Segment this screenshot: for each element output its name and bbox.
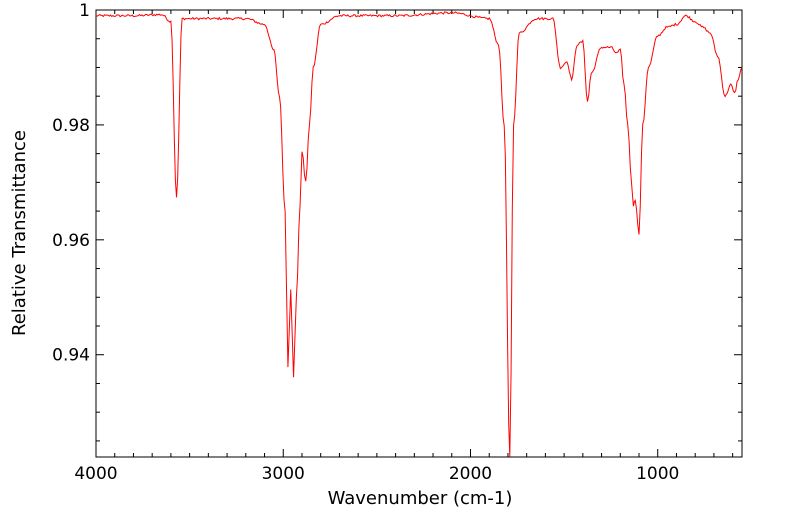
y-tick-label: 1 bbox=[79, 1, 90, 21]
axis-tick-labels: 4000 3000 2000 1000 1 0.98 0.96 0.94 bbox=[52, 1, 679, 484]
y-tick-label: 0.94 bbox=[52, 346, 90, 366]
y-axis-title: Relative Transmittance bbox=[9, 130, 30, 336]
plot-frame bbox=[95, 9, 743, 458]
x-axis-title: Wavenumber (cm-1) bbox=[328, 488, 513, 509]
x-tick-label: 1000 bbox=[636, 464, 679, 484]
x-tick-label: 4000 bbox=[74, 464, 117, 484]
x-tick-label: 3000 bbox=[262, 464, 305, 484]
spectrum-line bbox=[95, 11, 743, 457]
y-tick-label: 0.96 bbox=[52, 231, 90, 251]
y-tick-label: 0.98 bbox=[52, 116, 90, 136]
axis-ticks bbox=[95, 9, 742, 457]
x-tick-label: 2000 bbox=[449, 464, 492, 484]
